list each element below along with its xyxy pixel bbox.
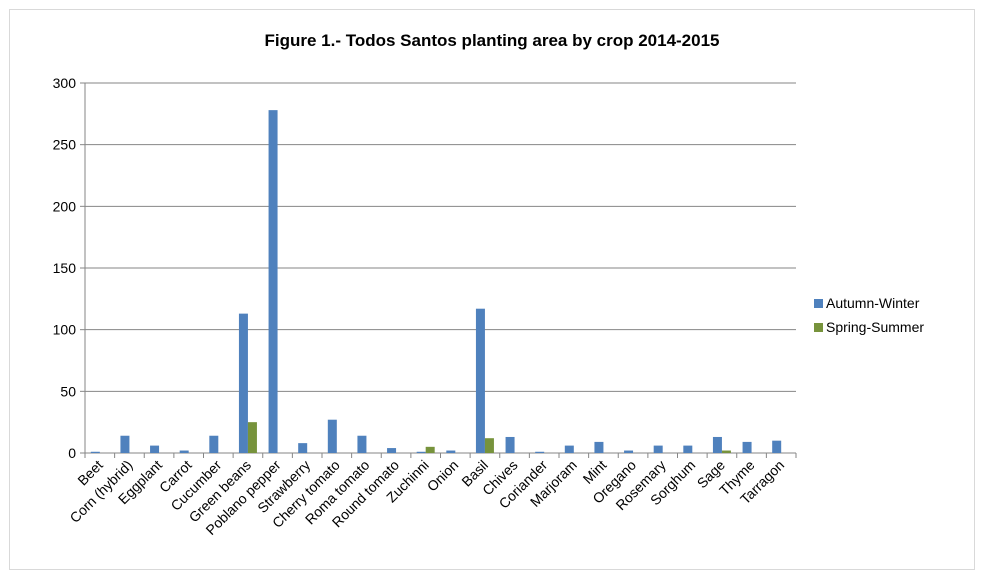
y-tick-label: 0 [68,445,76,461]
bar-autumn-winter-chives [505,436,515,453]
bar-spring-summer-green-beans [247,422,257,453]
y-tick-label: 150 [53,260,77,276]
bar-autumn-winter-beet [90,451,100,453]
y-tick-label: 300 [53,75,77,91]
y-tick-label: 100 [53,322,77,338]
bar-autumn-winter-corn-hybrid- [120,435,130,453]
bar-autumn-winter-sorghum [683,445,693,453]
bar-autumn-winter-coriander [535,451,545,453]
bar-autumn-winter-poblano-pepper [268,110,278,453]
bar-autumn-winter-sage [712,436,722,453]
legend-item: Spring-Summer [814,315,924,339]
legend-label: Autumn-Winter [826,295,920,311]
legend-swatch [814,298,823,308]
bar-autumn-winter-zuchinni [416,451,426,453]
bar-autumn-winter-thyme [742,441,752,453]
chart-legend: Autumn-Winter Spring-Summer [814,291,924,339]
x-tick-label: Onion [424,457,462,495]
bar-autumn-winter-onion [446,450,456,453]
bar-autumn-winter-cherry-tomato [327,419,337,453]
bar-autumn-winter-marjoram [564,445,574,453]
y-tick-label: 50 [60,383,76,399]
legend-swatch [814,322,823,332]
bar-autumn-winter-eggplant [150,445,160,453]
y-tick-label: 200 [53,198,77,214]
bar-autumn-winter-mint [594,441,604,453]
bar-autumn-winter-round-tomato [387,448,397,453]
legend-label: Spring-Summer [826,319,925,335]
legend-item: Autumn-Winter [814,291,924,315]
bar-spring-summer-basil [484,438,494,453]
bar-autumn-winter-cucumber [209,435,219,453]
bar-autumn-winter-strawberry [298,443,308,453]
y-tick-label: 250 [53,137,77,153]
bar-autumn-winter-basil [475,308,485,453]
chart-frame [9,9,975,570]
bar-autumn-winter-oregano [624,450,634,453]
bar-autumn-winter-carrot [179,450,189,453]
bar-autumn-winter-tarragon [772,440,782,453]
bar-autumn-winter-roma-tomato [357,435,367,453]
bar-spring-summer-sage [721,450,731,453]
bar-autumn-winter-green-beans [238,313,248,453]
bar-autumn-winter-rosemary [653,445,663,453]
chart-title: Figure 1.- Todos Santos planting area by… [264,31,720,50]
bar-spring-summer-zuchinni [425,446,435,453]
